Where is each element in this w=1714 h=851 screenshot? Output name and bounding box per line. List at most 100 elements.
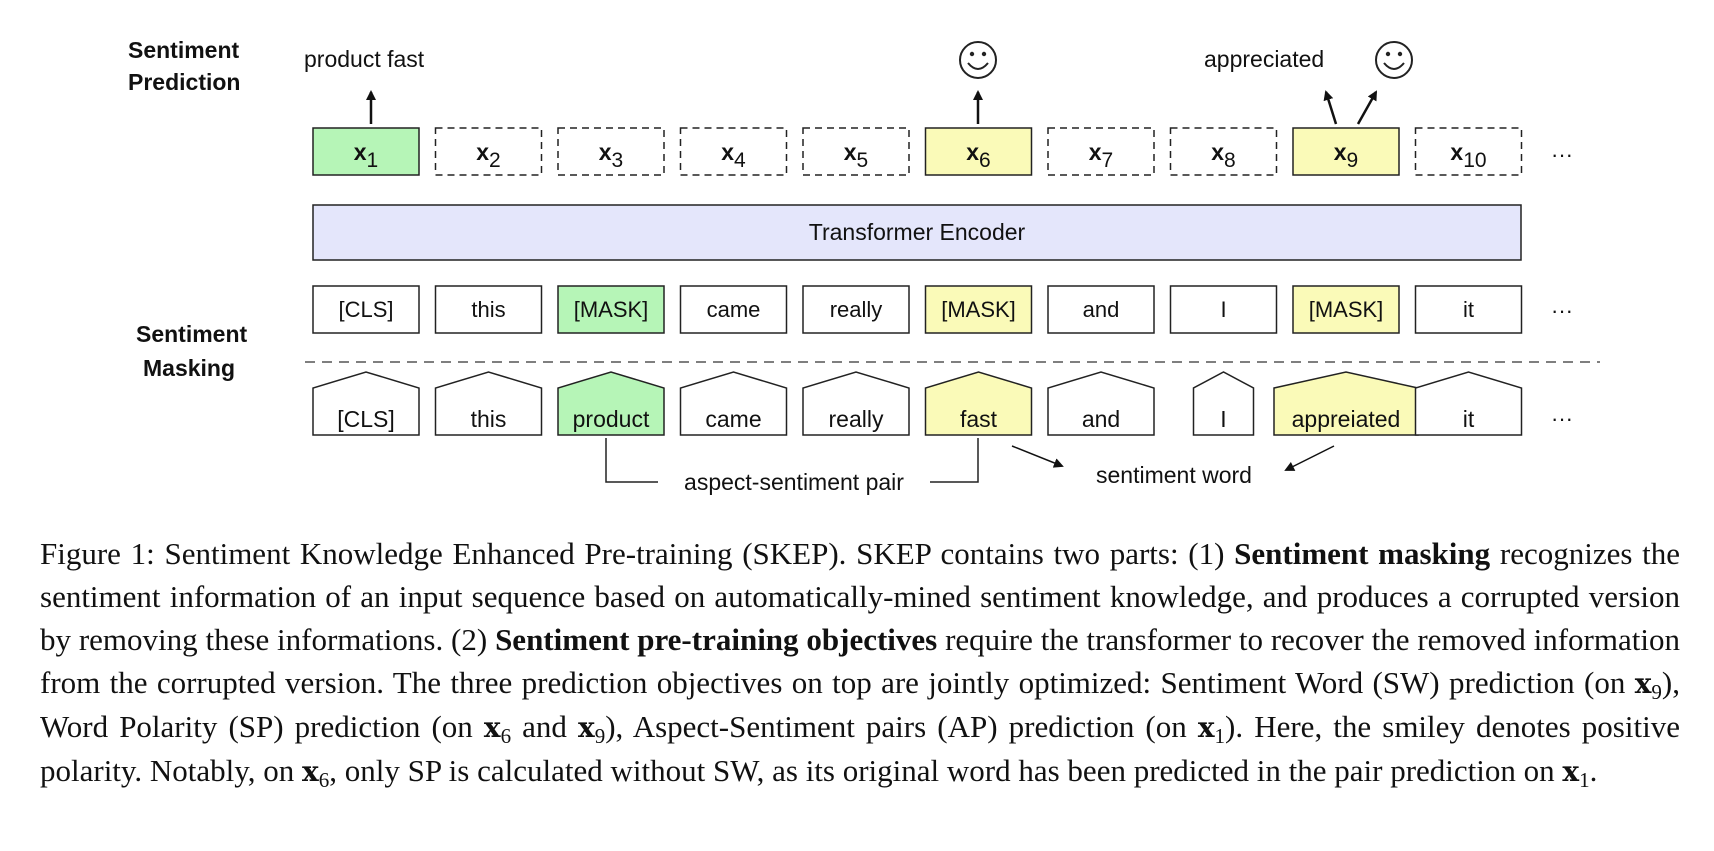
prediction-label-line1: Sentiment: [128, 37, 240, 63]
input-token-box: [924, 371, 1033, 436]
caption-math: x: [1634, 667, 1652, 700]
masked-token-label: and: [1083, 297, 1120, 322]
arrow-x9-right: [1356, 90, 1378, 125]
input-token: it: [1414, 371, 1523, 436]
masked-token-box: [557, 285, 665, 334]
masked-token: [CLS]: [312, 285, 420, 334]
input-token-box: [679, 371, 788, 436]
output-box: [1169, 127, 1278, 176]
output-box: [1414, 127, 1523, 176]
ellipsis-inputs: ···: [1551, 406, 1573, 431]
masked-token: [MASK]: [1292, 285, 1400, 334]
caption-text: ). Here, the smiley denotes positive pol…: [40, 709, 1680, 788]
input-token-box: [557, 371, 665, 436]
caption-text: , only SP is calculated without SW, as i…: [329, 753, 1563, 788]
input-token: and: [1047, 371, 1155, 436]
arrow-x9-left: [1323, 90, 1338, 125]
output-token-x9: x9: [1292, 127, 1400, 176]
input-token-label: [CLS]: [337, 406, 395, 432]
prediction-label-line2: Prediction: [128, 69, 240, 95]
arrow-fast-to-sentiment-word: [1011, 445, 1064, 468]
masked-token-label: [MASK]: [1309, 297, 1384, 322]
output-token-x2: x2: [434, 127, 543, 176]
masked-token-row: [CLS] this [MASK] came really [MASK] and I [MASK…: [312, 285, 1523, 334]
figure-caption: Figure 1: Sentiment Knowledge Enhanced P…: [40, 532, 1680, 793]
arrow-appreiated-to-sentiment-word: [1284, 445, 1335, 471]
masked-token-label: [CLS]: [338, 297, 393, 322]
masked-token-label: came: [707, 297, 761, 322]
masked-token-label: really: [830, 297, 883, 322]
input-token-label: product: [573, 406, 650, 432]
masked-token: [MASK]: [924, 285, 1033, 334]
output-box: [434, 127, 543, 176]
input-token-label: really: [829, 406, 884, 432]
input-token-label: came: [705, 406, 761, 432]
input-token: appreiated: [1273, 371, 1419, 436]
masked-token-label: this: [471, 297, 505, 322]
smiley-icon: [959, 41, 997, 79]
masked-token-label: I: [1220, 297, 1226, 322]
masking-label-line1: Sentiment: [136, 321, 248, 347]
prediction-text-x9: appreciated: [1204, 46, 1324, 72]
input-token: came: [679, 371, 788, 436]
output-box: [557, 127, 665, 176]
transformer-encoder-label: Transformer Encoder: [809, 219, 1026, 245]
input-token-box: [312, 371, 420, 436]
masked-token-box: [802, 285, 910, 334]
masked-token-box: [679, 285, 788, 334]
input-token: this: [434, 371, 543, 436]
masked-token-box: [312, 285, 420, 334]
caption-math: x: [302, 755, 319, 788]
input-token: really: [802, 371, 910, 436]
output-box: [1047, 127, 1155, 176]
caption-math: x: [1197, 711, 1215, 744]
input-token: product: [557, 371, 665, 436]
caption-bold-pretraining-objectives: Sentiment pre-training objectives: [495, 622, 938, 657]
masked-token-box: [1292, 285, 1400, 334]
input-token-label: and: [1082, 406, 1120, 432]
caption-math: x: [1562, 755, 1580, 788]
output-token-x6: x6: [924, 127, 1033, 176]
input-token-label: it: [1463, 406, 1475, 432]
output-token-x10: x10: [1414, 127, 1523, 176]
input-token-box: [1192, 371, 1255, 436]
output-box: [679, 127, 788, 176]
sentiment-word-label: sentiment word: [1096, 462, 1252, 488]
masked-token-box: [434, 285, 543, 334]
input-token-box: [1047, 371, 1155, 436]
output-token-x1: x1: [312, 127, 420, 176]
output-box: [312, 127, 420, 176]
masked-token: this: [434, 285, 543, 334]
caption-math-sub: 1: [1214, 724, 1226, 748]
prediction-text-x1: product fast: [304, 46, 425, 72]
ellipsis-masked: ···: [1551, 298, 1573, 323]
output-box: [802, 127, 910, 176]
caption-text: ), Word Polarity (SP) prediction (on: [40, 665, 1680, 744]
caption-bold-sentiment-masking: Sentiment masking: [1234, 536, 1491, 571]
caption-text: Figure 1: Sentiment Knowledge Enhanced P…: [40, 536, 1235, 571]
output-token-x5: x5: [802, 127, 910, 176]
input-token: I: [1192, 371, 1255, 436]
masked-token-label: [MASK]: [574, 297, 649, 322]
input-token-label: appreiated: [1292, 406, 1401, 432]
aspect-pair-label: aspect-sentiment pair: [684, 469, 904, 495]
caption-text: require the transformer to recover the r…: [40, 622, 1680, 700]
output-token-x4: x4: [679, 127, 788, 176]
skep-diagram: Sentiment Prediction Sentiment Masking p…: [128, 37, 1600, 495]
caption-math: x: [483, 711, 501, 744]
output-box: [924, 127, 1033, 176]
input-token-label: I: [1220, 406, 1226, 432]
masked-token: [MASK]: [557, 285, 665, 334]
caption-text: .: [1589, 753, 1598, 788]
caption-math-sub: 6: [500, 724, 512, 748]
input-token-box: [802, 371, 910, 436]
masked-token: it: [1414, 285, 1523, 334]
masked-token-box: [924, 285, 1033, 334]
caption-math: x: [578, 711, 595, 744]
input-token-label: this: [471, 406, 507, 432]
caption-text: ), Aspect-Sentiment pairs (AP) predictio…: [605, 709, 1198, 744]
masked-token: came: [679, 285, 788, 334]
caption-math-sub: 9: [594, 724, 606, 748]
output-token-x8: x8: [1169, 127, 1278, 176]
